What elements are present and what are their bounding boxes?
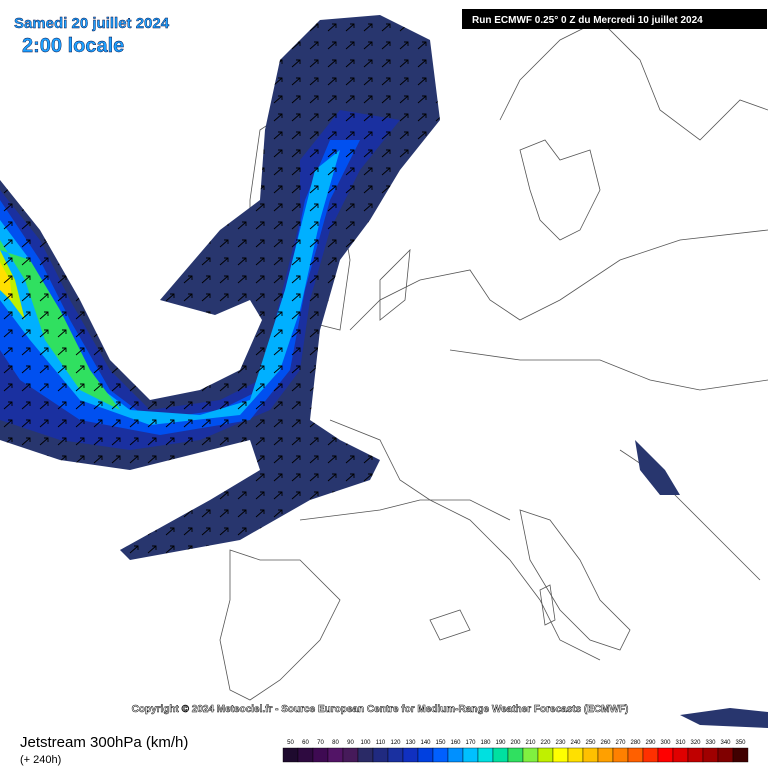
legend-swatch xyxy=(297,747,314,763)
copyright: Copyright © 2024 Meteociel.fr - Source E… xyxy=(132,704,629,715)
legend-label: 60 xyxy=(302,740,309,746)
forecast-time: 2:00 locale xyxy=(22,35,124,57)
legend-swatch xyxy=(477,747,494,763)
legend-swatch xyxy=(417,747,434,763)
legend-label: 150 xyxy=(435,740,446,746)
legend-swatch xyxy=(717,747,734,763)
legend-swatch xyxy=(732,747,749,763)
legend-label: 170 xyxy=(465,740,476,746)
legend-label: 280 xyxy=(630,740,641,746)
legend-swatch xyxy=(312,747,329,763)
legend-swatch xyxy=(402,747,419,763)
legend-label: 190 xyxy=(495,740,506,746)
legend-swatch xyxy=(537,747,554,763)
run-box xyxy=(462,9,767,29)
legend-swatch xyxy=(282,747,299,763)
legend-swatch xyxy=(447,747,464,763)
legend-swatch xyxy=(657,747,674,763)
legend-label: 340 xyxy=(720,740,731,746)
legend-swatch xyxy=(567,747,584,763)
legend-label: 300 xyxy=(660,740,671,746)
legend-label: 320 xyxy=(690,740,701,746)
legend-swatch xyxy=(492,747,509,763)
legend-label: 260 xyxy=(600,740,611,746)
legend-label: 140 xyxy=(420,740,431,746)
legend-swatch xyxy=(432,747,449,763)
legend-swatch xyxy=(612,747,629,763)
legend-label: 120 xyxy=(390,740,401,746)
footer-title: Jetstream 300hPa (km/h) xyxy=(20,734,188,751)
legend-swatch xyxy=(327,747,344,763)
legend-swatch xyxy=(462,747,479,763)
legend-label: 210 xyxy=(525,740,536,746)
forecast-lead: (+ 240h) xyxy=(20,754,61,766)
legend-swatch xyxy=(507,747,524,763)
legend-label: 270 xyxy=(615,740,626,746)
legend-label: 70 xyxy=(317,740,324,746)
legend-label: 250 xyxy=(585,740,596,746)
legend-swatch xyxy=(687,747,704,763)
legend-label: 290 xyxy=(645,740,656,746)
legend-label: 330 xyxy=(705,740,716,746)
legend-swatch xyxy=(642,747,659,763)
legend-swatch xyxy=(522,747,539,763)
legend-label: 50 xyxy=(287,740,294,746)
jetstream xyxy=(0,15,768,728)
run-info: Run ECMWF 0.25° 0 Z du Mercredi 10 juill… xyxy=(472,15,703,26)
legend-swatch xyxy=(387,747,404,763)
legend-label: 130 xyxy=(405,740,416,746)
legend-swatch xyxy=(342,747,359,763)
legend-label: 200 xyxy=(510,740,521,746)
legend-label: 350 xyxy=(735,740,746,746)
legend-swatch xyxy=(357,747,374,763)
forecast-date: Samedi 20 juillet 2024 xyxy=(14,15,170,32)
legend-label: 80 xyxy=(332,740,339,746)
legend-label: 90 xyxy=(347,740,354,746)
legend-swatch xyxy=(627,747,644,763)
legend-label: 180 xyxy=(480,740,491,746)
legend-label: 220 xyxy=(540,740,551,746)
legend-swatch xyxy=(582,747,599,763)
legend-swatch xyxy=(672,747,689,763)
legend-label: 240 xyxy=(570,740,581,746)
legend-label: 160 xyxy=(450,740,461,746)
legend-label: 110 xyxy=(376,740,386,746)
color-legend: 50 60 70 80 90 100 110 120 130 140 150 160 170 180 190… xyxy=(282,740,749,763)
legend-swatch xyxy=(702,747,719,763)
legend-label: 100 xyxy=(360,740,371,746)
legend-label: 310 xyxy=(675,740,686,746)
legend-swatch xyxy=(552,747,569,763)
legend-swatch xyxy=(597,747,614,763)
legend-label: 230 xyxy=(555,740,566,746)
legend-swatch xyxy=(372,747,389,763)
